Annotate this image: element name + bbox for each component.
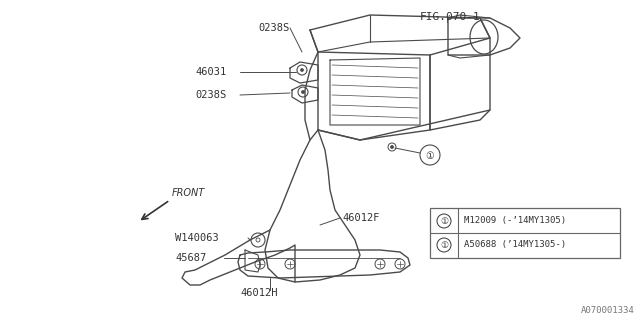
Text: W140063: W140063 [175,233,219,243]
Text: 46031: 46031 [195,67,227,77]
Text: ①: ① [426,151,435,161]
Text: FRONT: FRONT [172,188,205,198]
Text: ①: ① [440,241,448,250]
Circle shape [301,91,305,93]
Circle shape [391,146,393,148]
Text: 46012F: 46012F [342,213,380,223]
Text: 46012H: 46012H [240,288,278,298]
Text: 0238S: 0238S [258,23,289,33]
Text: A070001334: A070001334 [581,306,635,315]
Text: 0238S: 0238S [195,90,227,100]
Text: M12009 (-’14MY1305): M12009 (-’14MY1305) [464,217,566,226]
Text: FIG.070-1: FIG.070-1 [420,12,481,22]
Circle shape [301,68,303,71]
Text: A50688 (’14MY1305-): A50688 (’14MY1305-) [464,241,566,250]
Text: 45687: 45687 [175,253,206,263]
Text: ①: ① [440,217,448,226]
